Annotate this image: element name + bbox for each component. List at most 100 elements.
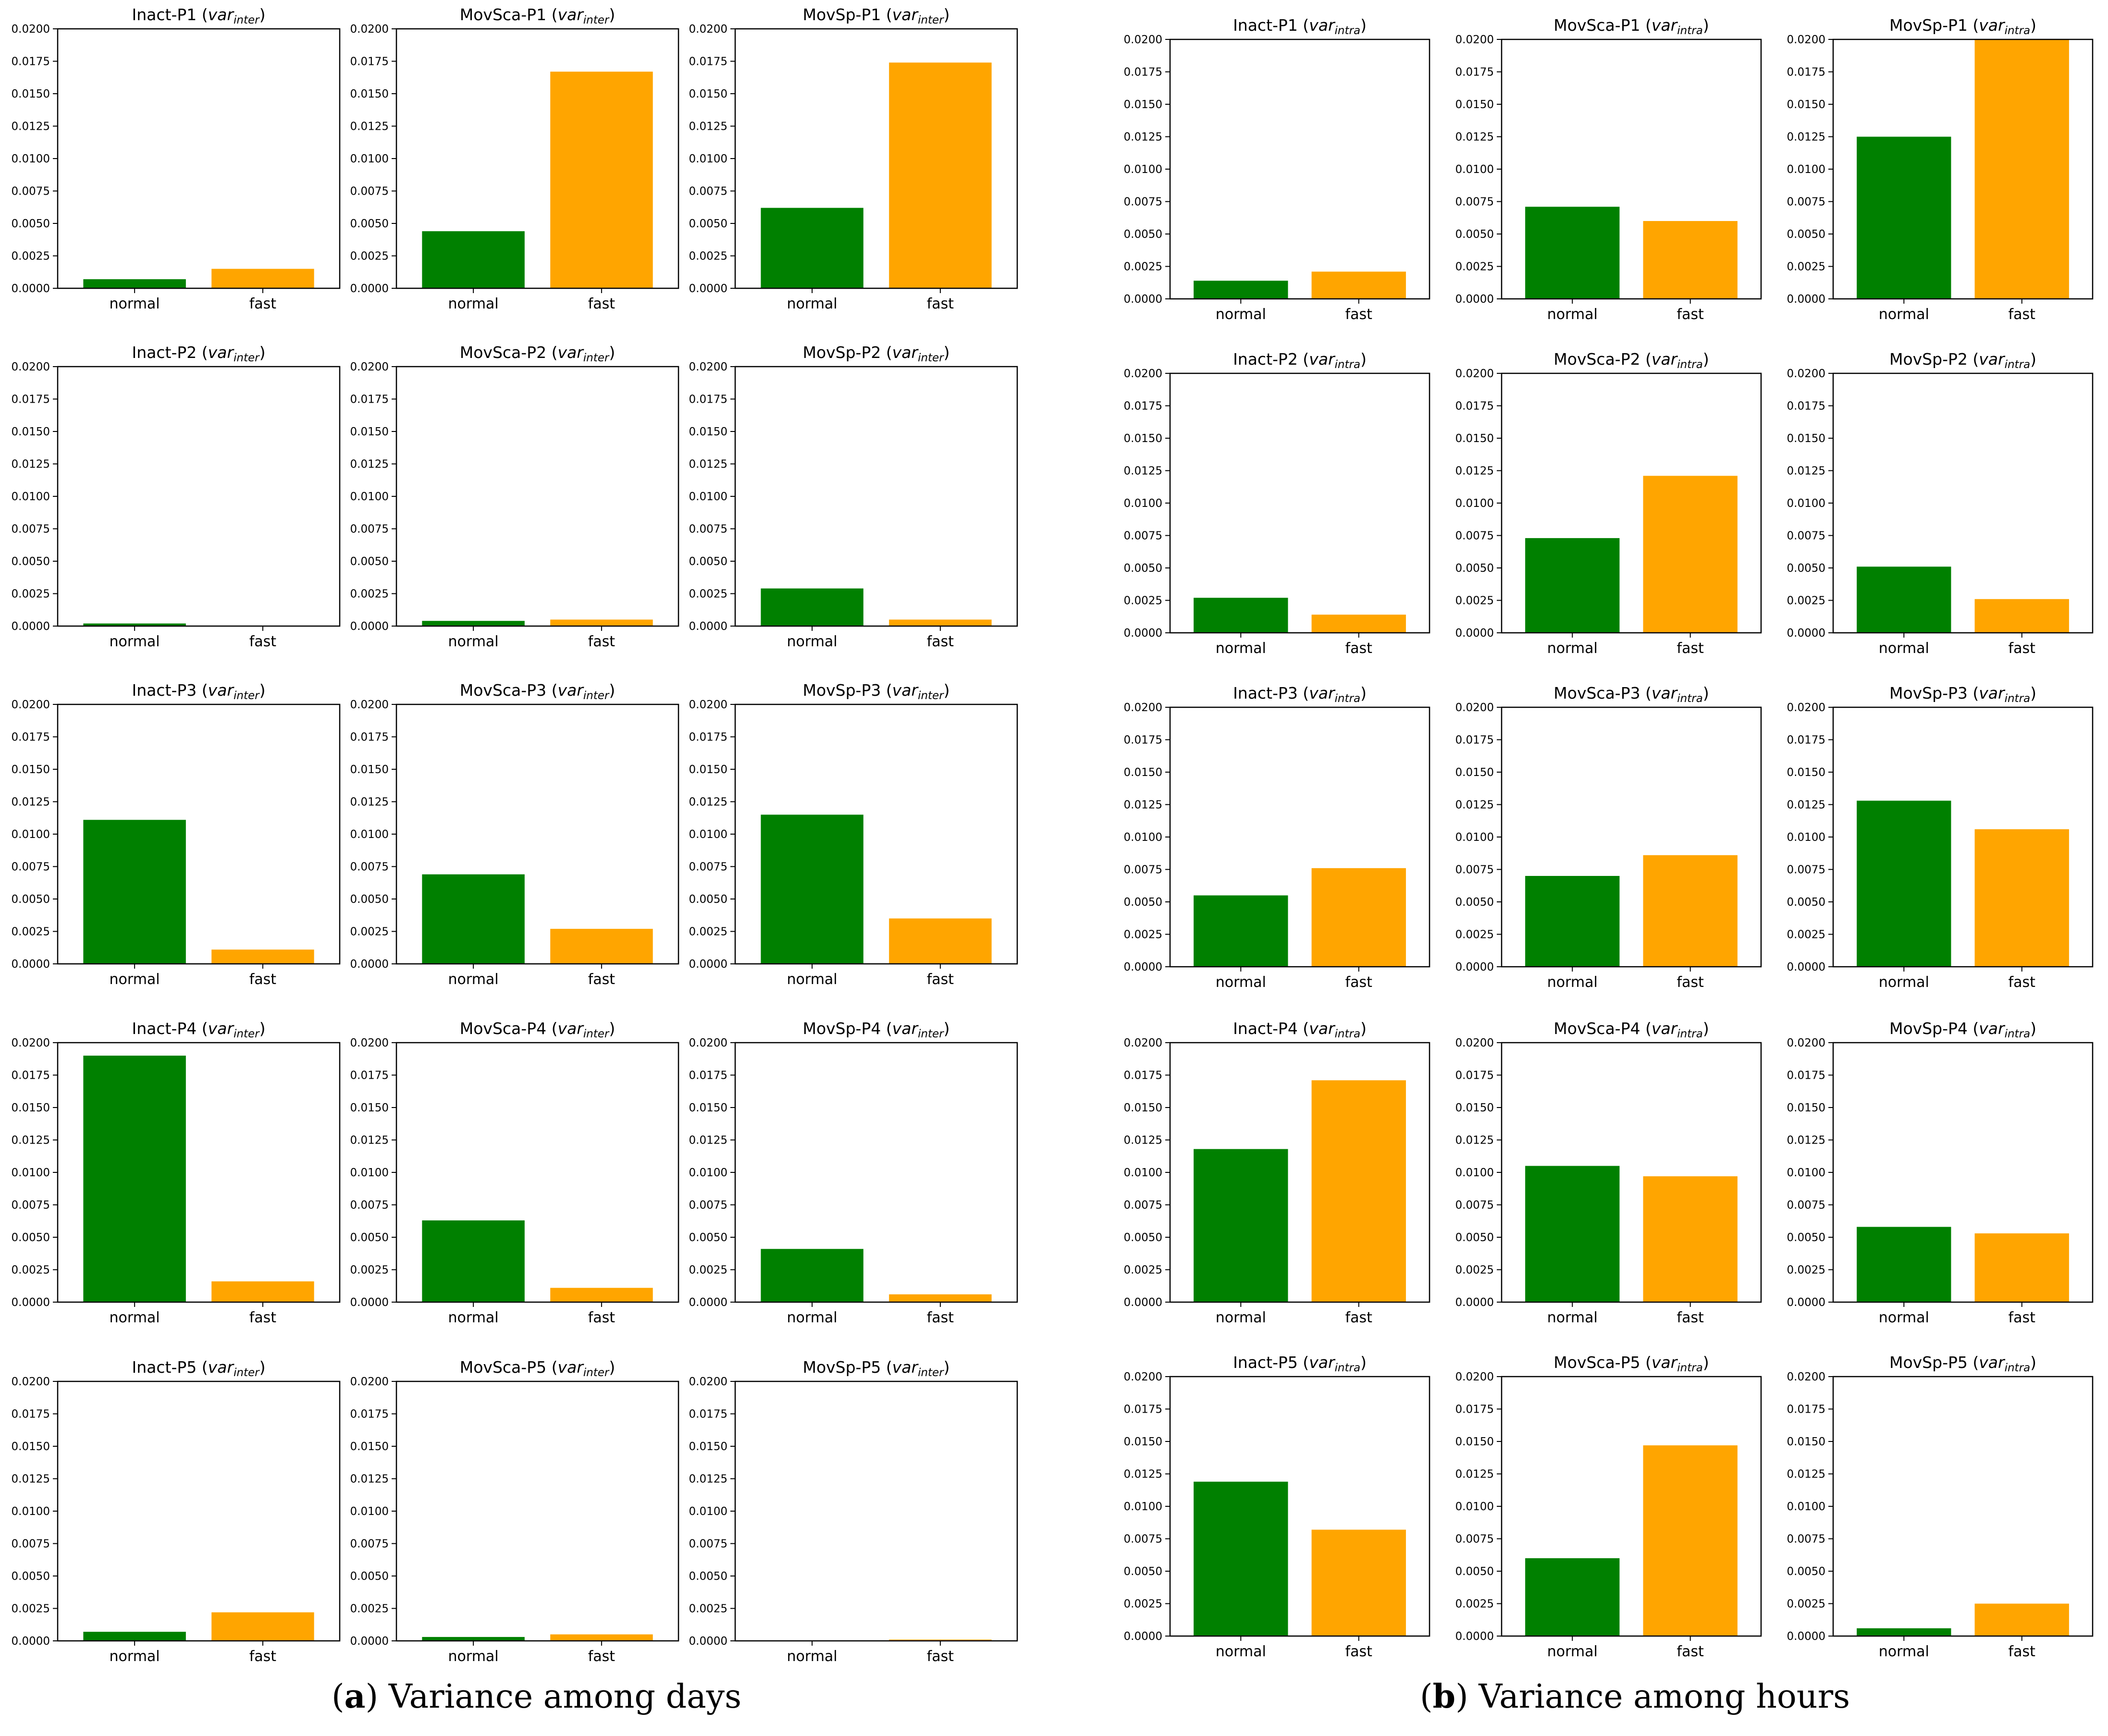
y-tick-label: 0.0000 [12, 283, 50, 295]
y-tick-label: 0.0100 [12, 828, 50, 841]
y-tick-label: 0.0050 [12, 1570, 50, 1583]
plot-frame [57, 703, 341, 965]
plot-frame [1832, 38, 2094, 300]
y-tick-label: 0.0025 [12, 250, 50, 263]
bar-normal [1194, 895, 1288, 967]
x-tick-label: fast [927, 295, 954, 312]
y-tick-label: 0.0050 [1787, 562, 1825, 575]
y-tick-label: 0.0100 [1455, 163, 1494, 176]
bar-fast [1311, 271, 1406, 299]
x-tick-label: fast [1345, 1309, 1373, 1326]
y-tick-label: 0.0125 [1124, 799, 1162, 812]
x-tick-label: normal [448, 971, 499, 988]
x-tick-label: fast [1345, 1643, 1373, 1660]
chart-movsca-p2-b: MovSca-P2 (varintra) normal fast 0.0000 0.00… [1455, 350, 1762, 657]
y-tick-label: 0.0075 [350, 1538, 389, 1551]
y-tick-label: 0.0200 [350, 1376, 389, 1388]
x-tick-label: normal [1216, 1309, 1266, 1326]
x-tick-label: normal [1216, 1643, 1266, 1660]
y-tick-label: 0.0075 [1124, 196, 1162, 209]
bar-normal [1525, 207, 1620, 299]
bar-fast [889, 918, 992, 964]
y-tick-label: 0.0100 [689, 153, 727, 165]
y-tick-label: 0.0200 [1124, 1037, 1162, 1049]
chart-title: Inact-P4 (varinter) [132, 1019, 266, 1040]
y-tick-label: 0.0200 [1787, 1371, 1825, 1383]
chart-inact-p5-a: Inact-P5 (varinter) normal fast 0.0000 0.002… [12, 1358, 341, 1665]
y-tick-label: 0.0200 [1124, 1371, 1162, 1383]
y-tick-label: 0.0175 [1124, 400, 1162, 413]
bar-fast [889, 1294, 992, 1302]
y-tick-label: 0.0000 [1455, 1630, 1494, 1643]
x-tick-label: normal [110, 1648, 160, 1665]
chart-inact-p5-b: Inact-P5 (varintra) normal fast 0.0000 0.002… [1124, 1353, 1430, 1660]
plot-frame [1169, 372, 1430, 634]
x-tick-label: normal [110, 971, 160, 988]
y-tick-label: 0.0100 [1124, 831, 1162, 844]
y-tick-label: 0.0000 [1455, 1296, 1494, 1309]
y-tick-label: 0.0125 [1124, 131, 1162, 144]
y-tick-label: 0.0175 [12, 1408, 50, 1421]
y-tick-label: 0.0050 [350, 555, 389, 568]
x-tick-label: normal [448, 1309, 499, 1326]
y-tick-label: 0.0025 [1787, 595, 1825, 607]
x-tick-label: fast [1677, 1309, 1704, 1326]
y-tick-label: 0.0200 [689, 699, 727, 711]
y-tick-label: 0.0025 [1124, 1598, 1162, 1611]
y-tick-label: 0.0100 [689, 1505, 727, 1518]
y-tick-label: 0.0125 [1787, 1134, 1825, 1147]
y-tick-label: 0.0175 [1787, 734, 1825, 747]
y-tick-label: 0.0175 [1787, 400, 1825, 413]
y-tick-label: 0.0025 [350, 250, 389, 263]
chart-title: MovSp-P1 (varinter) [802, 5, 949, 26]
chart-title: Inact-P5 (varintra) [1233, 1353, 1367, 1374]
y-tick-label: 0.0175 [1455, 734, 1494, 747]
x-tick-label: fast [588, 295, 616, 312]
y-tick-label: 0.0200 [1787, 1037, 1825, 1049]
y-tick-label: 0.0125 [1124, 1134, 1162, 1147]
bar-fast [211, 1612, 314, 1641]
y-tick-label: 0.0150 [689, 426, 727, 438]
y-tick-label: 0.0075 [1124, 530, 1162, 542]
chart-title: MovSca-P3 (varintra) [1553, 684, 1709, 705]
y-tick-label: 0.0025 [689, 588, 727, 601]
y-tick-label: 0.0125 [1787, 1468, 1825, 1481]
plot-frame [1501, 38, 1762, 300]
chart-inact-p2-a: Inact-P2 (varinter) normal fast 0.0000 0.002… [12, 343, 341, 650]
bar-fast [1974, 1233, 2069, 1302]
y-tick-label: 0.0100 [350, 828, 389, 841]
bar-fast [211, 269, 314, 288]
y-tick-label: 0.0050 [350, 893, 389, 906]
y-tick-label: 0.0150 [1455, 98, 1494, 111]
chart-movsca-p3-b: MovSca-P3 (varintra) normal fast 0.0000 0.00… [1455, 684, 1762, 991]
y-tick-label: 0.0175 [1124, 1404, 1162, 1416]
chart-title: Inact-P1 (varinter) [132, 5, 266, 26]
bar-fast [550, 1288, 653, 1302]
y-tick-label: 0.0000 [1787, 293, 1825, 306]
y-tick-label: 0.0150 [689, 88, 727, 100]
y-tick-label: 0.0175 [1124, 66, 1162, 79]
y-tick-label: 0.0200 [350, 23, 389, 36]
bar-normal [1857, 136, 1951, 299]
bar-fast [1311, 1529, 1406, 1636]
y-tick-label: 0.0150 [1787, 432, 1825, 445]
y-tick-label: 0.0025 [1787, 929, 1825, 941]
x-tick-label: fast [2009, 974, 2036, 991]
y-tick-label: 0.0200 [1124, 368, 1162, 380]
y-tick-label: 0.0025 [1455, 1264, 1494, 1277]
y-tick-label: 0.0000 [350, 283, 389, 295]
chart-movsca-p4-b: MovSca-P4 (varintra) normal fast 0.0000 0.00… [1455, 1019, 1762, 1326]
bar-fast [1643, 855, 1738, 967]
y-tick-label: 0.0175 [1787, 1404, 1825, 1416]
bar-normal [1194, 1481, 1288, 1636]
x-tick-label: fast [2009, 306, 2036, 323]
y-tick-label: 0.0125 [1124, 465, 1162, 478]
plot-frame [395, 366, 679, 627]
y-tick-label: 0.0125 [12, 458, 50, 471]
y-tick-label: 0.0075 [12, 1538, 50, 1551]
x-tick-label: normal [1879, 974, 1929, 991]
y-tick-label: 0.0125 [1455, 1134, 1494, 1147]
chart-title: MovSca-P5 (varinter) [460, 1358, 615, 1379]
y-tick-label: 0.0075 [12, 185, 50, 198]
y-tick-label: 0.0100 [1124, 497, 1162, 510]
